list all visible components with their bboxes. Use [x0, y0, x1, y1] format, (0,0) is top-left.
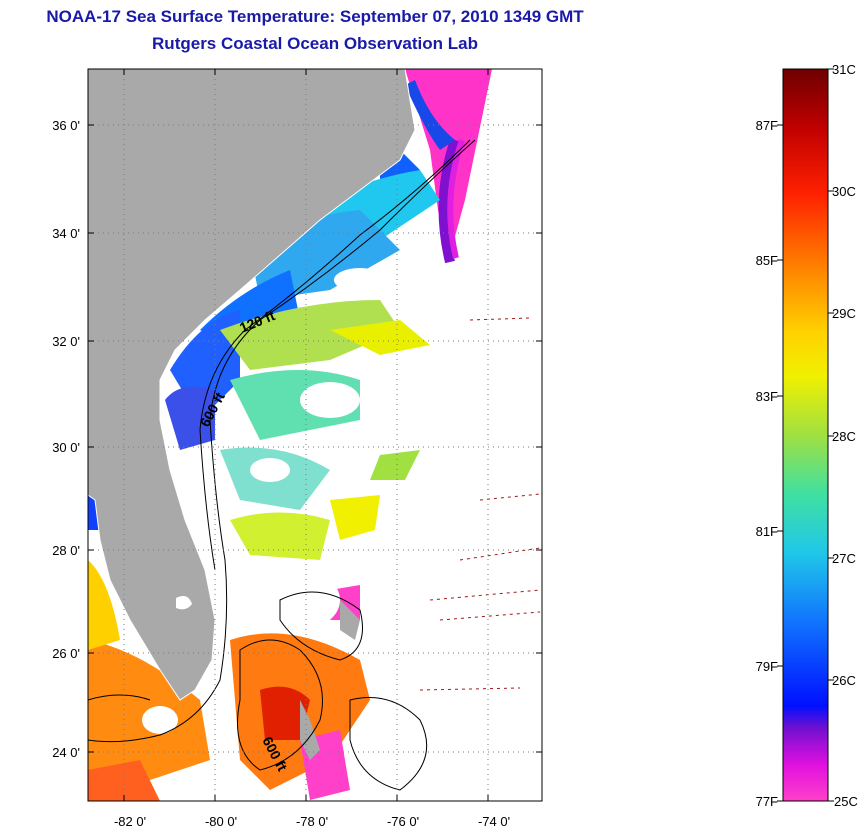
colorbar-fahrenheit-label: 87F [756, 118, 778, 133]
colorbar-fahrenheit-label: 85F [756, 253, 778, 268]
colorbar-celsius-label: 29C [832, 306, 856, 321]
colorbar-gradient [782, 68, 829, 802]
lat-label: 28 0' [52, 543, 80, 558]
temperature-colorbar: 31C 30C 29C 28C 27C 26C 25C 87F 85F 83F … [756, 62, 858, 809]
sst-data-layer [88, 69, 541, 801]
graticule [88, 69, 542, 801]
colorbar-celsius-label: 28C [832, 429, 856, 444]
bahamas-island [340, 600, 360, 640]
lat-label: 36 0' [52, 118, 80, 133]
contour-label-600ft-south: 600 ft [259, 734, 290, 774]
colorbar-fahrenheit-label: 81F [756, 524, 778, 539]
colorbar-celsius-label: 27C [832, 551, 856, 566]
bathymetry-contours [88, 139, 476, 791]
map-subtitle: Rutgers Coastal Ocean Observation Lab [152, 34, 478, 53]
lake-okeechobee [176, 596, 192, 610]
colorbar-celsius-label: 26C [832, 673, 856, 688]
lon-label: -82 0' [114, 814, 146, 829]
map-area: 120 ft 600 ft 600 ft [88, 69, 542, 801]
colorbar-fahrenheit-label: 77F [756, 794, 778, 809]
colorbar-fahrenheit-label: 79F [756, 659, 778, 674]
contour-label-120ft: 120 ft [237, 307, 277, 336]
colorbar-celsius-label: 25C [834, 794, 858, 809]
lon-label: -74 0' [478, 814, 510, 829]
map-frame [87, 68, 543, 802]
colorbar-celsius-label: 30C [832, 184, 856, 199]
lat-label: 32 0' [52, 334, 80, 349]
lon-label: -80 0' [205, 814, 237, 829]
lat-label: 34 0' [52, 226, 80, 241]
lat-label: 30 0' [52, 440, 80, 455]
lat-label: 24 0' [52, 745, 80, 760]
axis-ticks [88, 69, 542, 801]
lat-label: 26 0' [52, 646, 80, 661]
lon-label: -78 0' [296, 814, 328, 829]
lon-label: -76 0' [387, 814, 419, 829]
contour-label-600ft-north: 600 ft [197, 389, 228, 429]
map-title: NOAA-17 Sea Surface Temperature: Septemb… [46, 7, 584, 26]
colorbar-fahrenheit-label: 83F [756, 389, 778, 404]
colorbar-celsius-label: 31C [832, 62, 856, 77]
bahamas-island [300, 700, 320, 760]
land-mass [88, 69, 416, 701]
